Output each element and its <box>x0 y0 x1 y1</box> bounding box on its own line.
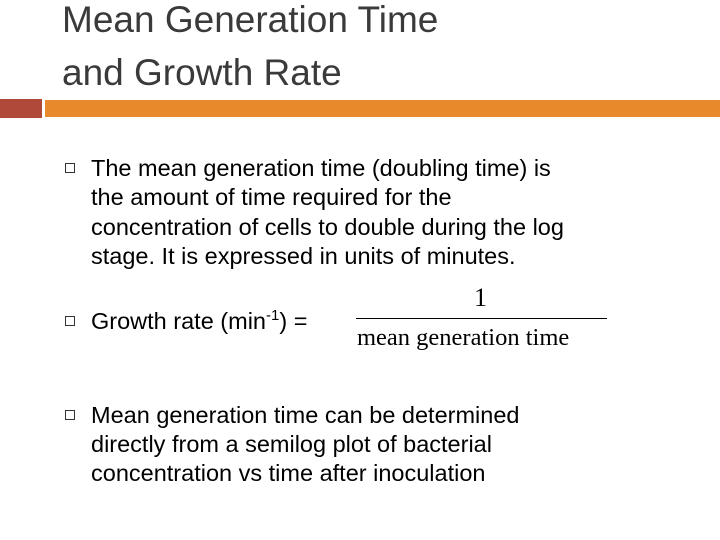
bullet-marker <box>65 163 75 173</box>
fraction-line <box>356 318 607 319</box>
formula-label: Growth rate (min-1) = <box>91 307 307 335</box>
fraction-denominator: mean generation time <box>357 324 570 351</box>
title-line: and Growth Rate <box>62 52 342 93</box>
bullet-marker <box>65 410 75 420</box>
bullet-text: Mean generation time can be determined <box>91 402 520 428</box>
formula-text: ) = <box>279 308 308 334</box>
accent-block <box>0 99 42 118</box>
bullet-text: stage. It is expressed in units of minut… <box>91 243 516 269</box>
bullet-marker <box>65 316 75 326</box>
title-line: Mean Generation Time <box>62 0 439 40</box>
bullet-text: The mean generation time (doubling time)… <box>91 155 551 181</box>
accent-bar <box>45 100 720 117</box>
bullet-text: directly from a semilog plot of bacteria… <box>91 431 492 457</box>
formula-superscript: -1 <box>266 307 280 325</box>
formula-text: Growth rate (min <box>91 308 266 334</box>
fraction-numerator: 1 <box>474 283 487 312</box>
bullet-text: the amount of time required for the <box>91 184 452 210</box>
bullet-text: concentration vs time after inoculation <box>91 460 486 486</box>
bullet-text: concentration of cells to double during … <box>91 214 564 240</box>
